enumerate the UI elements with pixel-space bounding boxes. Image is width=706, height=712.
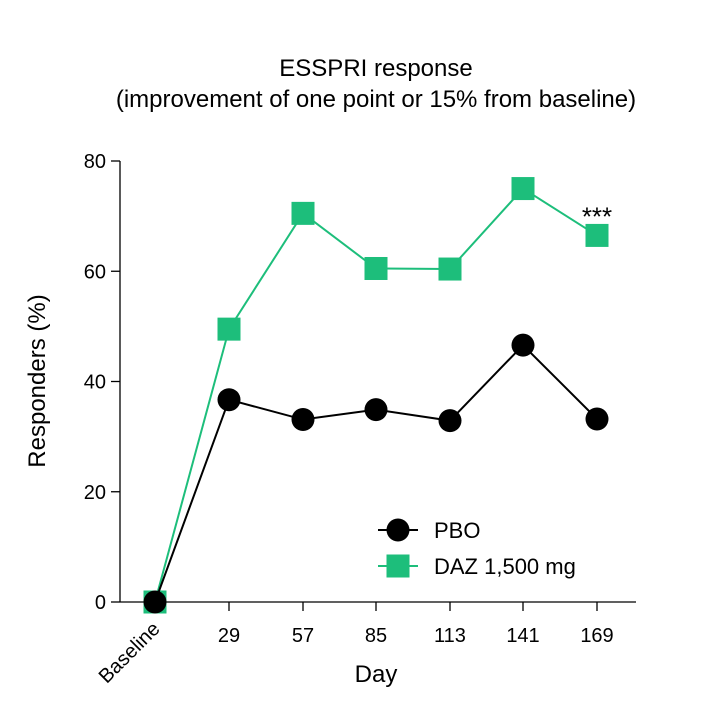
data-point-square	[585, 223, 609, 247]
data-point-square	[511, 177, 535, 201]
x-tick-label: Baseline	[95, 618, 165, 688]
data-point-circle	[217, 388, 241, 412]
y-tick-label: 40	[84, 372, 106, 394]
y-tick-label: 0	[95, 592, 106, 614]
series-layer	[143, 177, 609, 614]
data-point-circle	[143, 590, 167, 614]
legend-item: DAZ 1,500 mg	[378, 554, 576, 579]
chart-title: ESSPRI response	[279, 55, 472, 82]
x-tick-label: 57	[292, 625, 314, 647]
legend: PBO DAZ 1,500 mg	[378, 518, 576, 579]
data-point-circle	[364, 398, 388, 422]
y-tick-label: 60	[84, 261, 106, 283]
legend-marker-circle	[386, 518, 410, 542]
legend-item: PBO	[378, 518, 480, 543]
y-tick-label: 20	[84, 482, 106, 504]
data-point-circle	[585, 407, 609, 431]
y-tick-label: 80	[84, 151, 106, 173]
series-pbo	[143, 333, 609, 614]
data-point-circle	[291, 408, 315, 432]
series-daz	[143, 177, 609, 614]
y-axis-label: Responders (%)	[24, 294, 51, 467]
x-tick-label: 169	[580, 625, 613, 647]
data-point-square	[438, 257, 462, 281]
chart-subtitle: (improvement of one point or 15% from ba…	[116, 86, 636, 113]
data-point-square	[291, 201, 315, 225]
data-point-circle	[511, 333, 535, 357]
legend-label: DAZ 1,500 mg	[434, 554, 576, 579]
legend-marker-square	[386, 554, 410, 578]
significance-annotation: ***	[582, 201, 612, 231]
data-point-square	[217, 317, 241, 341]
data-point-circle	[438, 409, 462, 433]
x-tick-label: 29	[218, 625, 240, 647]
annotations: ***	[582, 201, 612, 231]
legend-label: PBO	[434, 518, 480, 543]
x-tick-label: 113	[434, 625, 466, 647]
x-axis-label: Day	[355, 661, 398, 688]
x-tick-label: 85	[365, 625, 387, 647]
data-point-square	[364, 256, 388, 280]
x-tick-label: 141	[506, 625, 539, 647]
